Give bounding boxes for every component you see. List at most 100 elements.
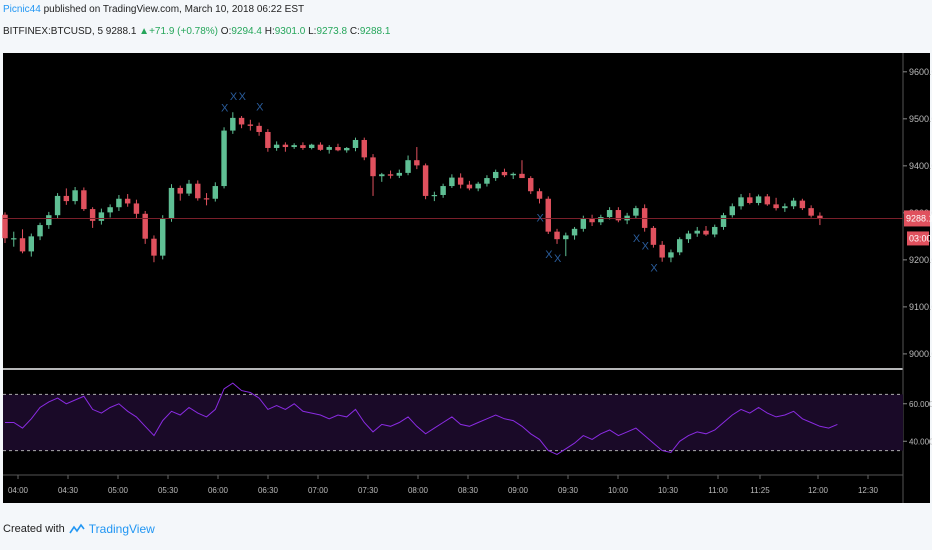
- candle: [387, 170, 394, 179]
- candle-body: [37, 225, 43, 237]
- candle: [124, 194, 131, 207]
- candle: [361, 137, 367, 161]
- candle-body: [387, 174, 394, 176]
- candle-body: [361, 139, 367, 158]
- candle-body: [466, 184, 473, 189]
- candle: [790, 197, 797, 210]
- candle-body: [291, 145, 297, 148]
- time-tick-label: 07:00: [308, 486, 329, 495]
- candle-body: [107, 207, 113, 213]
- candle-body: [580, 218, 587, 229]
- candle: [247, 119, 254, 131]
- candle-body: [422, 165, 429, 196]
- candle-body: [265, 131, 271, 148]
- up-triangle-icon: ▲: [139, 26, 150, 37]
- candle-body: [221, 130, 227, 187]
- candle: [37, 222, 43, 241]
- footer: Created with TradingView: [3, 522, 155, 536]
- time-tick-label: 11:25: [750, 486, 770, 495]
- candle: [2, 212, 8, 243]
- candle-body: [589, 218, 595, 223]
- time-tick-label: 09:00: [508, 486, 529, 495]
- candle: [492, 169, 499, 181]
- publish-text: published on TradingView.com, March 10, …: [43, 4, 305, 15]
- tradingview-brand[interactable]: TradingView: [88, 522, 155, 536]
- candle: [466, 180, 473, 191]
- close-label: C:: [349, 26, 360, 37]
- candles: [2, 112, 823, 263]
- low-label: L:: [308, 26, 317, 37]
- author-link[interactable]: Picnic44: [3, 4, 41, 15]
- candle: [230, 112, 236, 134]
- candle-body: [563, 235, 569, 240]
- candle: [659, 241, 665, 262]
- candle: [668, 249, 674, 263]
- candle-body: [238, 117, 245, 125]
- signal-marker: X: [239, 91, 247, 103]
- signal-marker: X: [545, 249, 553, 261]
- candle-body: [124, 198, 131, 204]
- candle-body: [98, 212, 105, 221]
- candle-body: [116, 198, 122, 208]
- candle: [519, 160, 525, 179]
- candle-body: [633, 208, 639, 216]
- candle: [54, 193, 61, 219]
- candle-body: [685, 233, 692, 240]
- signal-marker: X: [642, 241, 650, 253]
- price-axis: [903, 53, 930, 503]
- candle-body: [247, 124, 254, 126]
- candle: [195, 180, 201, 201]
- rsi-band: [3, 394, 903, 451]
- candle-body: [747, 197, 753, 203]
- candle: [440, 183, 446, 198]
- candle-body: [598, 217, 604, 223]
- candle-body: [519, 173, 525, 179]
- candle: [808, 205, 814, 218]
- candle-body: [300, 145, 306, 148]
- candle-body: [317, 144, 324, 150]
- candle: [457, 173, 464, 189]
- symbol-legend: BITFINEX:BTCUSD, 5 9288.1 ▲+71.9 (+0.78%…: [3, 26, 390, 37]
- candle-body: [431, 194, 438, 197]
- candle-body: [712, 226, 718, 235]
- candle: [116, 194, 122, 211]
- candle: [747, 193, 753, 205]
- candle-body: [54, 195, 61, 216]
- candle-body: [133, 203, 140, 214]
- signal-marker: X: [650, 263, 658, 275]
- price-chart[interactable]: 9600.09500.09400.09300.09200.09100.09000…: [0, 0, 932, 510]
- symbol-label: BITFINEX:BTCUSD, 5: [3, 26, 104, 37]
- candle-body: [28, 236, 35, 252]
- time-tick-label: 06:30: [258, 486, 279, 495]
- candle: [72, 186, 78, 205]
- candle: [317, 142, 324, 151]
- candle: [81, 187, 87, 211]
- candle: [414, 147, 420, 170]
- signal-marker: X: [554, 253, 562, 265]
- candle-body: [650, 227, 657, 245]
- candle-body: [63, 195, 70, 202]
- candle: [755, 194, 762, 206]
- candle-body: [151, 238, 157, 256]
- signal-marker: X: [537, 212, 545, 224]
- candle: [256, 122, 262, 136]
- candle-body: [790, 200, 797, 207]
- time-tick-label: 12:30: [858, 486, 879, 495]
- candle-body: [19, 238, 26, 252]
- candle-body: [440, 186, 446, 195]
- signal-marker: X: [633, 233, 641, 245]
- candle: [536, 188, 543, 204]
- candle-body: [501, 171, 508, 176]
- signal-marker: X: [221, 102, 229, 114]
- candle-body: [212, 186, 219, 199]
- time-tick-label: 10:30: [658, 486, 679, 495]
- candle-body: [89, 209, 96, 221]
- candle: [738, 194, 744, 210]
- candle: [186, 179, 192, 196]
- candle: [510, 172, 516, 179]
- price-tick-label: 9500.0: [909, 114, 932, 124]
- candle: [773, 197, 779, 211]
- high-value: 9301.0: [274, 26, 306, 37]
- candle: [352, 137, 359, 152]
